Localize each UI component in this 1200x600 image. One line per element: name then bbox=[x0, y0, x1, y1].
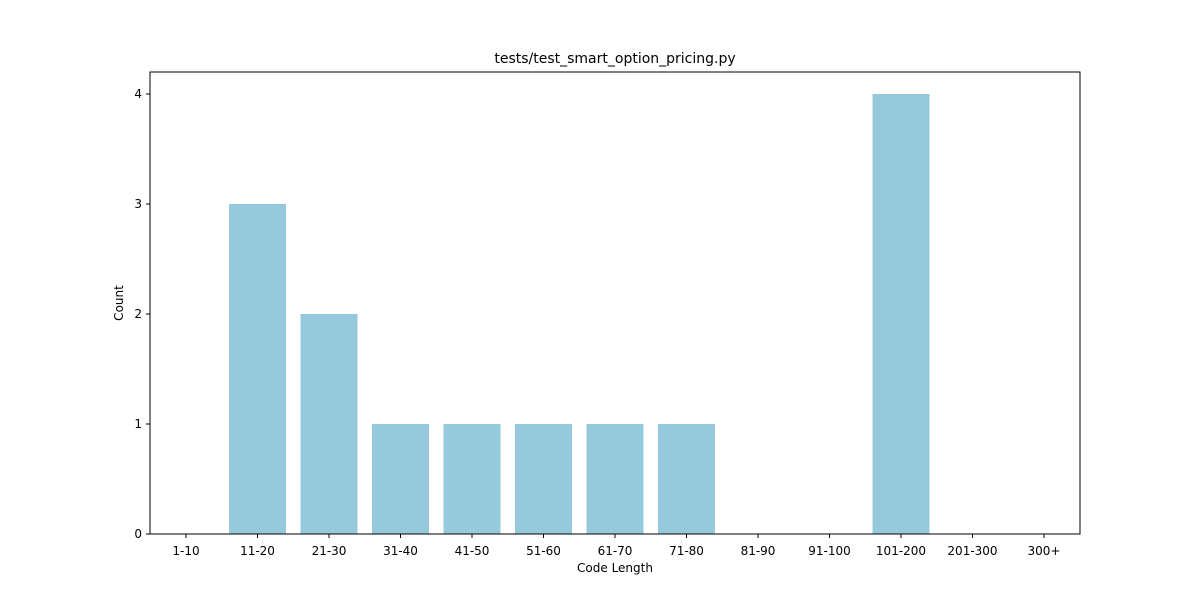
bar-101-200 bbox=[872, 94, 929, 534]
y-axis-label: Count bbox=[112, 285, 126, 321]
x-tick-label: 91-100 bbox=[808, 544, 851, 558]
x-axis-label: Code Length bbox=[577, 561, 653, 575]
x-tick-label: 11-20 bbox=[240, 544, 275, 558]
chart-title: tests/test_smart_option_pricing.py bbox=[494, 51, 735, 67]
x-tick-label: 300+ bbox=[1028, 544, 1061, 558]
y-tick-label: 4 bbox=[134, 87, 142, 101]
y-tick-label: 0 bbox=[134, 527, 142, 541]
x-tick-label: 61-70 bbox=[598, 544, 633, 558]
y-axis: 0 1 2 3 4 bbox=[134, 87, 150, 541]
x-tick-label: 101-200 bbox=[876, 544, 926, 558]
x-axis: 1-10 11-20 21-30 31-40 41-50 51-60 61-70 71-80 8… bbox=[172, 534, 1060, 558]
x-tick-label: 81-90 bbox=[741, 544, 776, 558]
x-tick-label: 41-50 bbox=[455, 544, 490, 558]
bars-group bbox=[229, 94, 930, 534]
bar-21-30 bbox=[300, 314, 357, 534]
bar-61-70 bbox=[586, 424, 643, 534]
y-tick-label: 3 bbox=[134, 197, 142, 211]
y-tick-label: 1 bbox=[134, 417, 142, 431]
bar-31-40 bbox=[372, 424, 429, 534]
bar-51-60 bbox=[515, 424, 572, 534]
x-tick-label: 51-60 bbox=[526, 544, 561, 558]
bar-11-20 bbox=[229, 204, 286, 534]
x-tick-label: 31-40 bbox=[383, 544, 418, 558]
y-tick-label: 2 bbox=[134, 307, 142, 321]
x-tick-label: 21-30 bbox=[312, 544, 347, 558]
x-tick-label: 201-300 bbox=[947, 544, 997, 558]
x-tick-label: 71-80 bbox=[669, 544, 704, 558]
bar-41-50 bbox=[443, 424, 500, 534]
bar-71-80 bbox=[658, 424, 715, 534]
x-tick-label: 1-10 bbox=[172, 544, 199, 558]
